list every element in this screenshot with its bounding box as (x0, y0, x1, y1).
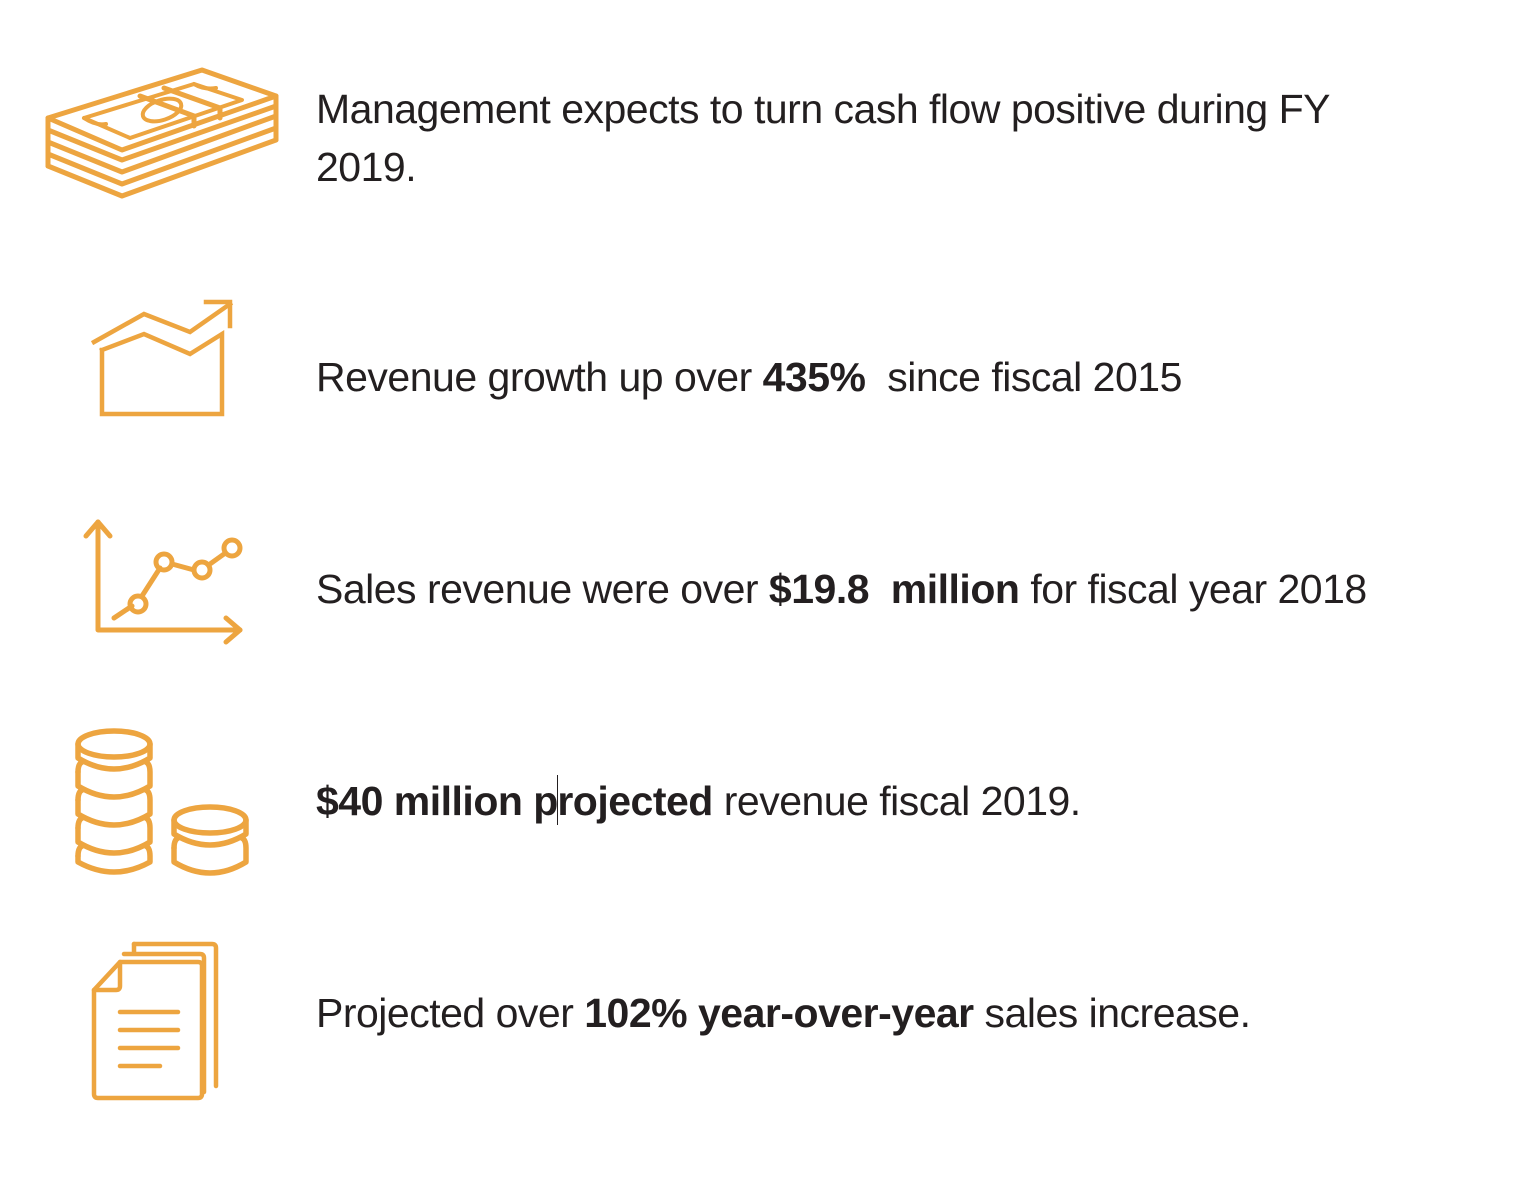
documents-icon (90, 940, 224, 1106)
text-regular: Sales revenue were over (316, 566, 769, 612)
text-regular: for fiscal year 2018 (1019, 566, 1367, 612)
highlight-text: Projected over 102% year-over-year sales… (316, 984, 1251, 1042)
highlight-text: Management expects to turn cash flow pos… (316, 86, 1330, 190)
text-bold-figure: $19.8 million (768, 566, 1020, 612)
text-bold-figure: 102% year-over-year (584, 990, 974, 1036)
text-regular: Projected over (316, 990, 585, 1036)
highlight-text: Sales revenue were over $19.8 million fo… (316, 560, 1367, 618)
text-regular: Revenue growth up over (316, 354, 763, 400)
highlight-text: $40 million projected revenue fiscal 201… (316, 772, 1081, 830)
coin-stacks-icon (72, 724, 254, 884)
text-bold-figure: $40 million p (316, 778, 558, 824)
text-regular: since fiscal 2015 (865, 354, 1182, 400)
growth-area-chart-icon (90, 298, 238, 420)
text-regular: sales increase. (973, 990, 1251, 1036)
money-stack-icon (44, 66, 280, 206)
line-graph-icon (78, 512, 248, 652)
text-bold-figure: 435% (762, 354, 866, 400)
text-cursor (556, 775, 559, 825)
text-regular: revenue fiscal 2019. (712, 778, 1081, 824)
text-bold-figure: rojected (557, 778, 713, 824)
highlight-text: Revenue growth up over 435% since fiscal… (316, 348, 1182, 406)
